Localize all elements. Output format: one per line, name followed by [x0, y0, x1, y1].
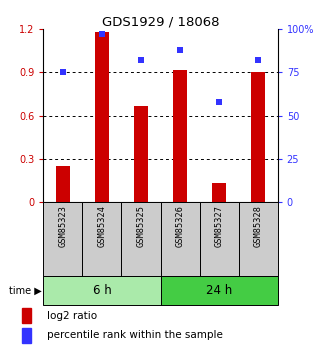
Bar	[134, 106, 148, 202]
Text: GSM85325: GSM85325	[136, 205, 145, 247]
Text: 6 h: 6 h	[92, 284, 111, 297]
Bar	[121, 202, 160, 276]
Point	[178, 47, 183, 53]
Point	[216, 99, 221, 105]
Bar	[160, 276, 278, 305]
Bar	[22, 308, 31, 323]
Bar	[212, 183, 226, 202]
Bar	[43, 276, 160, 305]
Bar	[22, 328, 31, 343]
Bar	[239, 202, 278, 276]
Title: GDS1929 / 18068: GDS1929 / 18068	[102, 15, 219, 28]
Bar	[82, 202, 121, 276]
Text: GSM85324: GSM85324	[97, 205, 107, 247]
Point	[256, 58, 261, 63]
Text: GSM85327: GSM85327	[214, 205, 224, 247]
Point	[60, 70, 65, 75]
Text: GSM85326: GSM85326	[176, 205, 185, 247]
Bar	[56, 166, 70, 202]
Bar	[251, 72, 265, 202]
Bar	[95, 32, 109, 202]
Text: GSM85328: GSM85328	[254, 205, 263, 247]
Bar	[43, 202, 82, 276]
Bar	[200, 202, 239, 276]
Point	[138, 58, 143, 63]
Bar	[160, 202, 200, 276]
Text: GSM85323: GSM85323	[58, 205, 67, 247]
Bar	[173, 70, 187, 202]
Text: 24 h: 24 h	[206, 284, 232, 297]
Text: percentile rank within the sample: percentile rank within the sample	[47, 331, 223, 341]
Text: log2 ratio: log2 ratio	[47, 310, 97, 321]
Point	[99, 32, 104, 37]
Text: time ▶: time ▶	[9, 286, 42, 296]
